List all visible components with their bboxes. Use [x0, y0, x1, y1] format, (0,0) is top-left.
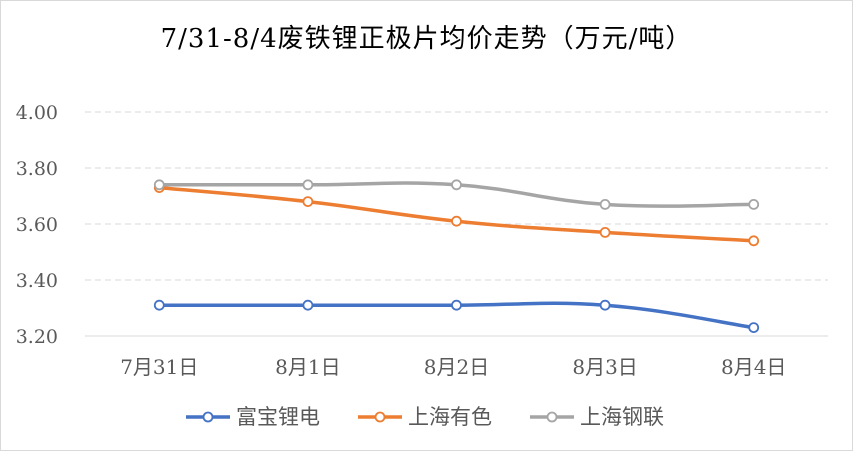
- data-point: [599, 226, 611, 238]
- legend-swatch-marker: [202, 411, 214, 423]
- data-point: [302, 179, 314, 191]
- y-tick-label: 4.00: [16, 102, 58, 124]
- x-tick-label: 8月1日: [275, 355, 340, 379]
- data-point: [302, 196, 314, 208]
- data-point: [599, 198, 611, 210]
- legend-label: 上海钢联: [580, 405, 664, 429]
- y-tick-label: 3.80: [16, 158, 58, 180]
- data-point: [599, 299, 611, 311]
- data-point: [153, 179, 165, 191]
- x-tick-label: 8月3日: [572, 355, 637, 379]
- x-tick-label: 8月4日: [721, 355, 786, 379]
- y-tick-label: 3.60: [16, 214, 58, 236]
- legend-swatch-marker: [546, 411, 558, 423]
- series-line: [157, 185, 756, 243]
- x-tick-label: 8月2日: [424, 355, 489, 379]
- chart-title: 7/31-8/4废铁锂正极片均价走势（万元/吨）: [160, 24, 693, 54]
- data-point: [451, 215, 462, 227]
- data-point: [748, 235, 760, 247]
- data-point: [748, 198, 760, 210]
- legend-label: 上海有色: [408, 405, 492, 429]
- y-tick-label: 3.20: [16, 326, 58, 348]
- legend-swatch-marker: [374, 411, 386, 423]
- data-point: [451, 179, 462, 191]
- legend-label: 富宝锂电: [236, 405, 320, 429]
- data-point: [302, 299, 314, 311]
- data-point: [748, 322, 760, 334]
- y-tick-label: 3.40: [16, 270, 58, 292]
- data-point: [153, 299, 165, 311]
- x-tick-label: 7月31日: [120, 355, 198, 379]
- data-point: [451, 299, 462, 311]
